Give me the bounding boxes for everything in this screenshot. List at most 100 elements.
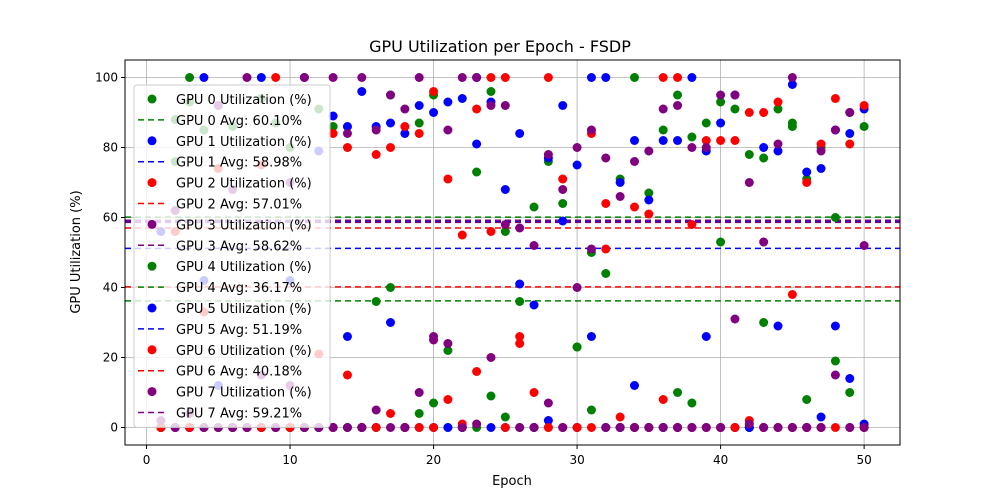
data-point <box>615 192 625 201</box>
data-point <box>730 90 740 100</box>
data-point <box>830 370 840 380</box>
data-point <box>486 391 496 401</box>
data-point <box>558 185 568 194</box>
data-point <box>615 178 625 187</box>
data-point <box>759 237 769 247</box>
data-point <box>816 412 826 422</box>
data-point <box>802 423 812 432</box>
data-point <box>414 423 424 432</box>
data-point <box>328 423 338 432</box>
data-point <box>515 297 525 306</box>
data-point <box>615 412 625 422</box>
data-point <box>386 318 396 327</box>
legend-label-gpu-6-utilization: GPU 6 Utilization (%) <box>176 344 312 359</box>
data-point <box>744 150 754 159</box>
data-point <box>572 143 582 152</box>
data-point <box>357 87 367 96</box>
legend-label-gpu-4-avg: GPU 4 Avg: 36.17% <box>176 281 302 296</box>
data-point <box>730 314 740 324</box>
x-tick-label: 10 <box>282 453 297 467</box>
legend-marker-gpu-5 <box>147 303 157 313</box>
data-point <box>543 398 553 408</box>
data-point <box>773 423 783 432</box>
data-point <box>558 199 568 208</box>
y-tick-label: 100 <box>95 71 118 85</box>
data-point <box>787 73 797 82</box>
data-point <box>586 332 596 341</box>
data-point <box>486 353 496 362</box>
data-point <box>802 167 812 177</box>
data-point <box>529 388 539 397</box>
data-point <box>429 398 439 408</box>
data-point <box>845 108 855 117</box>
data-point <box>386 409 396 418</box>
data-point <box>629 73 639 82</box>
data-point <box>730 136 740 145</box>
legend-label-gpu-7-avg: GPU 7 Avg: 59.21% <box>176 407 302 422</box>
data-point <box>744 419 754 429</box>
legend-label-gpu-5-avg: GPU 5 Avg: 51.19% <box>176 323 302 338</box>
y-tick-label: 80 <box>103 141 118 155</box>
data-point <box>773 139 783 149</box>
legend-label-gpu-0-utilization: GPU 0 Utilization (%) <box>176 93 312 108</box>
data-point <box>716 136 726 145</box>
data-point <box>701 423 711 432</box>
data-point <box>687 132 697 142</box>
data-point <box>716 423 726 432</box>
legend-label-gpu-7-utilization: GPU 7 Utilization (%) <box>176 386 312 401</box>
data-point <box>572 342 582 352</box>
data-point <box>759 423 769 432</box>
data-point <box>386 90 396 100</box>
data-point <box>357 423 367 432</box>
data-point <box>601 269 611 278</box>
data-point <box>500 101 510 110</box>
data-point <box>687 220 697 229</box>
legend-label-gpu-6-avg: GPU 6 Avg: 40.18% <box>176 365 302 380</box>
data-point <box>400 122 410 131</box>
data-point <box>199 73 209 82</box>
data-point <box>859 423 869 432</box>
data-point <box>787 423 797 432</box>
data-point <box>586 423 596 432</box>
data-point <box>386 118 396 128</box>
data-point <box>342 370 352 380</box>
axes-frame <box>124 59 901 446</box>
data-point <box>371 150 381 159</box>
data-point <box>658 395 668 404</box>
data-point <box>816 423 826 432</box>
legend-label-gpu-2-avg: GPU 2 Avg: 57.01% <box>176 198 302 213</box>
x-tick-label: 30 <box>569 453 584 467</box>
data-point <box>443 174 453 184</box>
data-point <box>429 332 439 341</box>
data-point <box>342 423 352 432</box>
data-point <box>629 202 639 212</box>
data-point <box>472 419 482 429</box>
data-point <box>529 423 539 432</box>
data-point <box>515 339 525 348</box>
data-point <box>429 423 439 432</box>
data-point <box>673 423 683 432</box>
data-point <box>515 129 525 138</box>
data-point <box>816 146 826 156</box>
data-point <box>687 423 697 432</box>
data-point <box>543 73 553 82</box>
data-point <box>716 118 726 128</box>
data-point <box>759 108 769 117</box>
legend-marker-gpu-4 <box>147 261 157 271</box>
data-point <box>586 405 596 415</box>
data-point <box>572 283 582 292</box>
data-point <box>773 97 783 107</box>
data-point <box>629 381 639 390</box>
data-point <box>830 125 840 135</box>
data-point <box>773 146 783 156</box>
data-point <box>773 104 783 114</box>
data-point <box>558 423 568 432</box>
data-point <box>601 244 611 254</box>
data-point <box>658 125 668 135</box>
data-point <box>529 241 539 250</box>
y-tick-label: 0 <box>110 421 118 435</box>
data-point <box>472 73 482 82</box>
data-point <box>371 125 381 135</box>
data-point <box>673 101 683 110</box>
data-point <box>830 94 840 103</box>
